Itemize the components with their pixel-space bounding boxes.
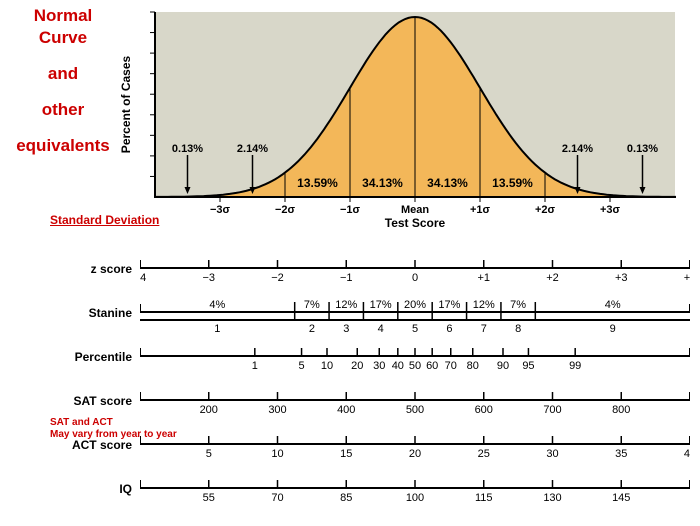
title-block: Normal Curve and other equivalents: [8, 5, 118, 171]
svg-text:300: 300: [268, 404, 286, 416]
svg-text:+3: +3: [615, 272, 628, 284]
svg-text:50: 50: [409, 360, 421, 372]
svg-text:4%: 4%: [605, 299, 621, 311]
title-line: equivalents: [8, 135, 118, 157]
svg-text:35: 35: [615, 448, 627, 460]
svg-text:+2σ: +2σ: [535, 204, 556, 216]
scale-name: Stanine: [50, 306, 138, 320]
svg-text:600: 600: [475, 404, 493, 416]
svg-text:4%: 4%: [209, 299, 225, 311]
svg-text:130: 130: [543, 492, 561, 504]
svg-text:9: 9: [610, 323, 616, 335]
svg-text:12%: 12%: [473, 299, 495, 311]
svg-text:10: 10: [271, 448, 283, 460]
scale-name: SAT score: [50, 394, 138, 408]
svg-text:500: 500: [406, 404, 424, 416]
svg-text:−3σ: −3σ: [210, 204, 231, 216]
scale-row: z score−4 −3 −2 −1 0 +1 +2 +3 +4: [50, 250, 690, 292]
svg-text:55: 55: [203, 492, 215, 504]
svg-text:+1: +1: [477, 272, 490, 284]
svg-text:−1σ: −1σ: [340, 204, 361, 216]
svg-text:2.14%: 2.14%: [562, 143, 593, 155]
svg-text:−1: −1: [340, 272, 353, 284]
svg-text:Percent of Cases: Percent of Cases: [119, 55, 133, 153]
svg-text:7%: 7%: [304, 299, 320, 311]
svg-text:7%: 7%: [510, 299, 526, 311]
normal-curve-chart: −3σ −2σ −1σ Mean +1σ +2σ +3σ 0.13% 2.14% 13.59% 34…: [115, 2, 685, 232]
svg-text:20%: 20%: [404, 299, 426, 311]
scale-row: ACT score 5 10 15 20 25 30 35 40: [50, 426, 690, 468]
svg-text:5: 5: [412, 323, 418, 335]
svg-text:6: 6: [446, 323, 452, 335]
scale-row: Stanine4%17%212%317%420%517%612%77%84%9: [50, 294, 690, 336]
scale-name: Percentile: [50, 350, 138, 364]
svg-text:20: 20: [351, 360, 363, 372]
title-line: and: [8, 63, 118, 85]
svg-text:400: 400: [337, 404, 355, 416]
svg-text:Mean: Mean: [401, 204, 429, 216]
svg-text:13.59%: 13.59%: [297, 176, 338, 190]
svg-text:95: 95: [522, 360, 534, 372]
svg-text:40: 40: [392, 360, 404, 372]
svg-text:30: 30: [546, 448, 558, 460]
svg-text:12%: 12%: [335, 299, 357, 311]
svg-text:145: 145: [612, 492, 630, 504]
svg-text:99: 99: [569, 360, 581, 372]
svg-text:70: 70: [271, 492, 283, 504]
svg-text:+1σ: +1σ: [470, 204, 491, 216]
svg-text:20: 20: [409, 448, 421, 460]
svg-text:10: 10: [321, 360, 333, 372]
svg-text:60: 60: [426, 360, 438, 372]
svg-text:0.13%: 0.13%: [172, 143, 203, 155]
svg-text:34.13%: 34.13%: [427, 176, 468, 190]
svg-text:7: 7: [481, 323, 487, 335]
svg-text:115: 115: [475, 492, 493, 504]
svg-text:+2: +2: [546, 272, 559, 284]
svg-text:+3σ: +3σ: [600, 204, 621, 216]
svg-text:8: 8: [515, 323, 521, 335]
svg-text:1: 1: [252, 360, 258, 372]
scale-row: IQ 55 70 85 100 115 130 145: [50, 470, 690, 512]
scale-name: ACT score: [50, 438, 138, 452]
svg-text:13.59%: 13.59%: [492, 176, 533, 190]
svg-text:70: 70: [445, 360, 457, 372]
svg-text:1: 1: [214, 323, 220, 335]
scale-row: SAT score 200 300 400 500 600 700 800: [50, 382, 690, 424]
svg-text:5: 5: [206, 448, 212, 460]
svg-text:3: 3: [343, 323, 349, 335]
svg-text:−3: −3: [202, 272, 215, 284]
svg-text:2: 2: [309, 323, 315, 335]
svg-text:40: 40: [684, 448, 690, 460]
svg-text:−2σ: −2σ: [275, 204, 296, 216]
svg-text:0.13%: 0.13%: [627, 143, 658, 155]
svg-text:25: 25: [478, 448, 490, 460]
svg-text:800: 800: [612, 404, 630, 416]
svg-text:90: 90: [497, 360, 509, 372]
scale-row: Percentile 1 5 10 20 30 40 50 60 70 80 90 95 99: [50, 338, 690, 380]
svg-text:700: 700: [543, 404, 561, 416]
svg-text:30: 30: [373, 360, 385, 372]
svg-text:100: 100: [406, 492, 424, 504]
svg-text:85: 85: [340, 492, 352, 504]
svg-text:−4: −4: [140, 272, 146, 284]
svg-text:80: 80: [467, 360, 479, 372]
svg-text:−2: −2: [271, 272, 284, 284]
scale-name: IQ: [50, 482, 138, 496]
svg-text:17%: 17%: [438, 299, 460, 311]
svg-text:Test Score: Test Score: [385, 216, 446, 230]
svg-text:17%: 17%: [370, 299, 392, 311]
svg-text:200: 200: [200, 404, 218, 416]
svg-text:+4: +4: [684, 272, 690, 284]
svg-text:4: 4: [378, 323, 384, 335]
svg-text:5: 5: [299, 360, 305, 372]
equivalent-scales: z score−4−3−2−10+1+2+3+4Stanine4%17%212%…: [50, 250, 690, 514]
title-line: other: [8, 99, 118, 121]
svg-text:34.13%: 34.13%: [362, 176, 403, 190]
title-line: Normal Curve: [8, 5, 118, 49]
svg-text:15: 15: [340, 448, 352, 460]
svg-text:2.14%: 2.14%: [237, 143, 268, 155]
svg-text:0: 0: [412, 272, 418, 284]
scale-name: z score: [50, 262, 138, 276]
